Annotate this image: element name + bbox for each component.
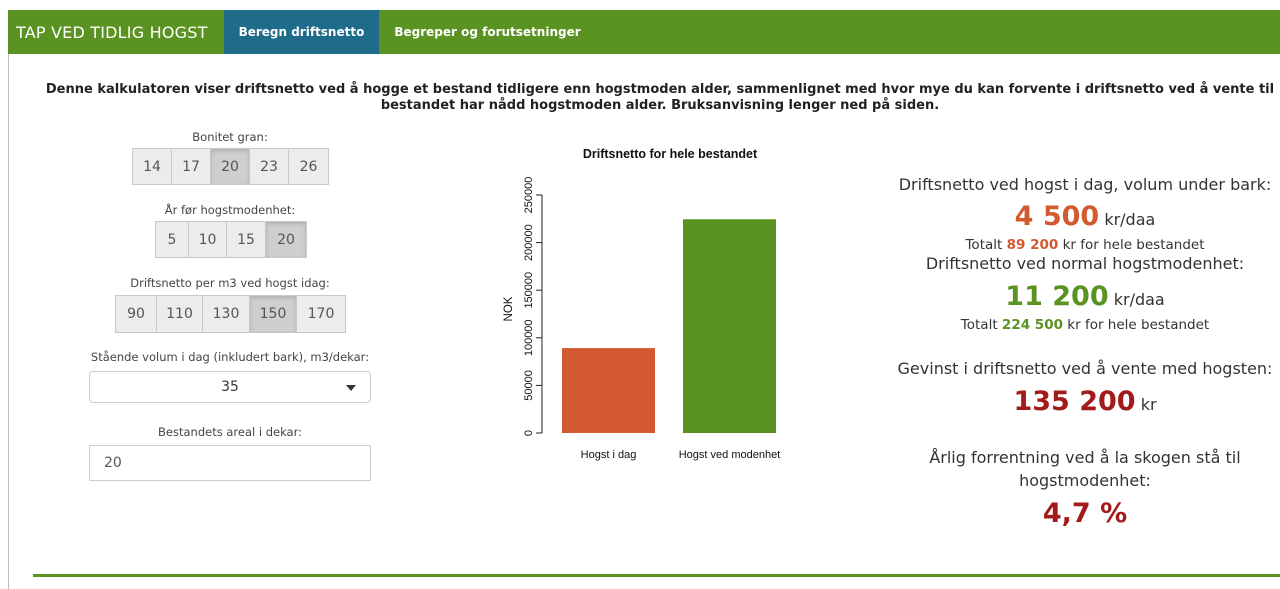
driftsnetto-option-90[interactable]: 90 <box>116 296 157 332</box>
result-mature-total-suffix: kr for hele bestandet <box>1067 317 1210 333</box>
result-gain-value: 135 200 <box>1013 386 1136 417</box>
result-today-value: 4 500 <box>1014 201 1100 232</box>
bonitet-option-23[interactable]: 23 <box>250 149 289 184</box>
volum-select[interactable]: 35 <box>89 371 371 403</box>
bonitet-button-group: 14 17 20 23 26 <box>132 148 329 185</box>
tab-beregn-driftsnetto[interactable]: Beregn driftsnetto <box>223 10 380 54</box>
aar-option-20[interactable]: 20 <box>266 222 306 257</box>
caret-down-icon <box>346 385 356 391</box>
aar-option-15[interactable]: 15 <box>227 222 266 257</box>
chart-y-axis-label: NOK <box>503 296 515 321</box>
result-rate-label: Årlig forrentning ved å la skogen stå ti… <box>929 448 1241 490</box>
intro-text: Denne kalkulatoren viser driftsnetto ved… <box>45 82 1275 113</box>
x-category-label: Hogst ved modenhet <box>679 449 781 461</box>
bonitet-label: Bonitet gran: <box>192 130 268 144</box>
result-today-total: 89 200 <box>1006 237 1059 253</box>
bonitet-option-20[interactable]: 20 <box>211 149 250 184</box>
result-mature-unit: kr/daa <box>1113 290 1165 309</box>
result-mature: Driftsnetto ved normal hogstmodenhet: 11… <box>890 253 1280 333</box>
areal-label: Bestandets areal i dekar: <box>158 425 302 439</box>
result-today-unit: kr/daa <box>1104 210 1156 229</box>
result-today-label: Driftsnetto ved hogst i dag, volum under… <box>898 175 1272 194</box>
bar-hogst-ved-modenhet <box>683 219 776 433</box>
volum-select-value: 35 <box>221 379 239 395</box>
chart-x-labels: Hogst i dag Hogst ved modenhet <box>581 449 781 461</box>
section-divider <box>33 574 1280 577</box>
top-navbar: TAP VED TIDLIG HOGST Beregn driftsnetto … <box>8 10 1280 54</box>
aar-option-5[interactable]: 5 <box>156 222 189 257</box>
result-gain-unit: kr <box>1140 395 1157 414</box>
app-brand[interactable]: TAP VED TIDLIG HOGST <box>16 22 208 42</box>
y-tick-label: 250000 <box>523 177 535 214</box>
aar-label: År før hogstmodenhet: <box>164 203 296 217</box>
aar-option-10[interactable]: 10 <box>189 222 227 257</box>
y-tick-label: 0 <box>523 430 535 436</box>
result-gain-label: Gevinst i driftsnetto ved å vente med ho… <box>897 359 1273 378</box>
driftsnetto-m3-button-group: 90 110 130 150 170 <box>115 295 346 333</box>
x-category-label: Hogst i dag <box>581 449 637 461</box>
result-rate-value: 4,7 % <box>1042 498 1128 529</box>
chart-y-axis: 0 50000 100000 150000 200000 250000 <box>523 177 543 436</box>
bonitet-option-14[interactable]: 14 <box>133 149 172 184</box>
result-gain: Gevinst i driftsnetto ved å vente med ho… <box>890 358 1280 421</box>
result-today: Driftsnetto ved hogst i dag, volum under… <box>890 174 1280 253</box>
tab-begreper[interactable]: Begreper og forutsetninger <box>394 25 581 39</box>
result-mature-total: 224 500 <box>1001 317 1063 333</box>
driftsnetto-option-170[interactable]: 170 <box>297 296 345 332</box>
bonitet-option-26[interactable]: 26 <box>289 149 328 184</box>
bonitet-option-17[interactable]: 17 <box>172 149 211 184</box>
result-mature-total-prefix: Totalt <box>960 317 998 333</box>
result-mature-label: Driftsnetto ved normal hogstmodenhet: <box>925 254 1245 273</box>
aar-button-group: 5 10 15 20 <box>155 221 307 258</box>
driftsnetto-m3-label: Driftsnetto per m3 ved hogst idag: <box>130 276 330 290</box>
y-tick-label: 200000 <box>523 224 535 261</box>
page-left-border <box>8 54 9 589</box>
driftsnetto-option-150[interactable]: 150 <box>250 296 297 332</box>
y-tick-label: 50000 <box>523 370 535 401</box>
result-rate: Årlig forrentning ved å la skogen stå ti… <box>910 446 1260 533</box>
areal-input[interactable] <box>89 445 371 481</box>
bar-hogst-i-dag <box>562 348 655 433</box>
chart-bars <box>562 219 776 433</box>
chart-title: Driftsnetto for hele bestandet <box>583 147 758 161</box>
y-tick-label: 100000 <box>523 319 535 356</box>
y-tick-label: 150000 <box>523 272 535 309</box>
result-today-total-prefix: Totalt <box>965 237 1003 253</box>
result-today-total-suffix: kr for hele bestandet <box>1062 237 1205 253</box>
driftsnetto-option-130[interactable]: 130 <box>203 296 250 332</box>
driftsnetto-bar-chart: Driftsnetto for hele bestandet NOK 0 5000… <box>503 147 781 461</box>
volum-label: Stående volum i dag (inkludert bark), m3… <box>90 350 370 364</box>
driftsnetto-option-110[interactable]: 110 <box>157 296 203 332</box>
result-mature-value: 11 200 <box>1005 281 1109 312</box>
